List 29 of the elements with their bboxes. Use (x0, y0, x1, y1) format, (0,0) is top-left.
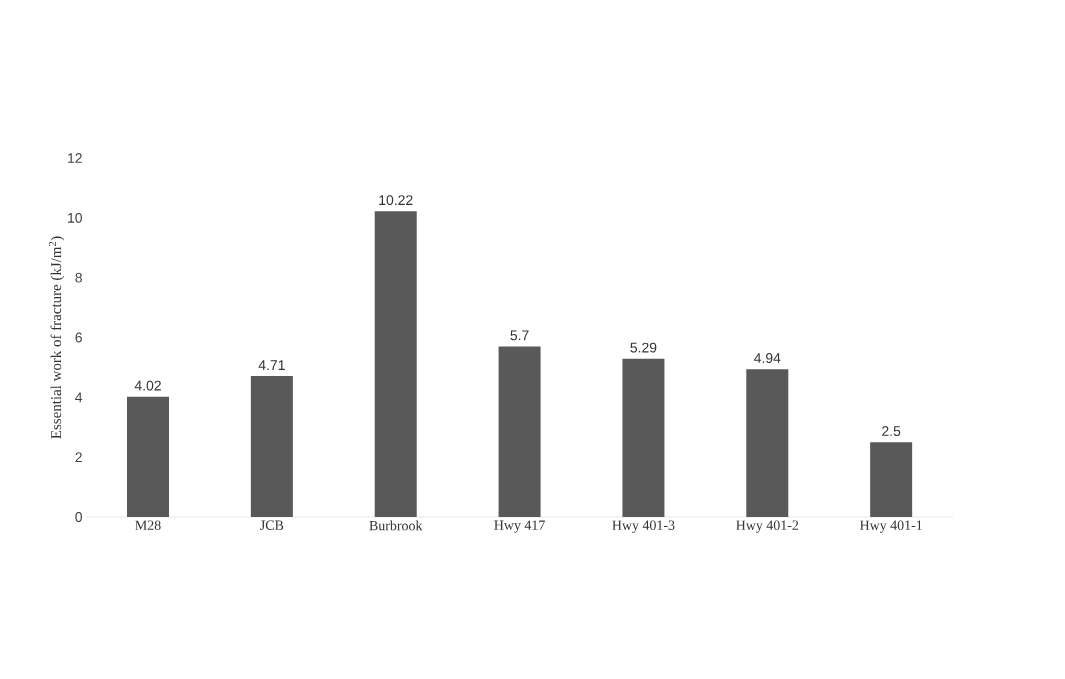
bar (374, 211, 417, 517)
y-axis-title: Essential work of fracture (kJ/m$^{2}$) (48, 236, 65, 439)
y-tick-label: 2 (75, 452, 82, 463)
x-tick-label: Hwy 401-3 (612, 520, 675, 533)
data-label: 5.29 (630, 342, 657, 353)
y-tick-label: 0 (75, 512, 83, 522)
y-tick-label: 12 (68, 153, 82, 163)
y-tick-label: 4 (75, 392, 83, 403)
bar (870, 442, 913, 517)
x-tick-label: Hwy 401-2 (736, 520, 799, 533)
data-label: 4.71 (258, 360, 285, 370)
x-tick-label: Hwy 401-1 (859, 520, 922, 533)
bar (498, 346, 541, 517)
x-tick-label: JCB (260, 520, 284, 530)
bar (250, 376, 293, 517)
y-tick-label: 10 (68, 212, 83, 223)
data-label: 10.22 (379, 195, 413, 206)
bar (127, 396, 169, 517)
data-label: 4.94 (754, 353, 781, 364)
bar (622, 358, 665, 517)
x-tick-label: Hwy 417 (494, 520, 545, 533)
x-tick-label: Burbrook (369, 520, 423, 531)
x-tick-label: M28 (135, 520, 161, 530)
bar (746, 369, 789, 517)
data-label: 2.5 (882, 426, 901, 437)
data-label: 4.02 (134, 380, 161, 391)
y-tick-label: 8 (75, 272, 82, 283)
y-tick-label: 6 (75, 332, 82, 343)
data-label: 5.7 (510, 330, 529, 341)
